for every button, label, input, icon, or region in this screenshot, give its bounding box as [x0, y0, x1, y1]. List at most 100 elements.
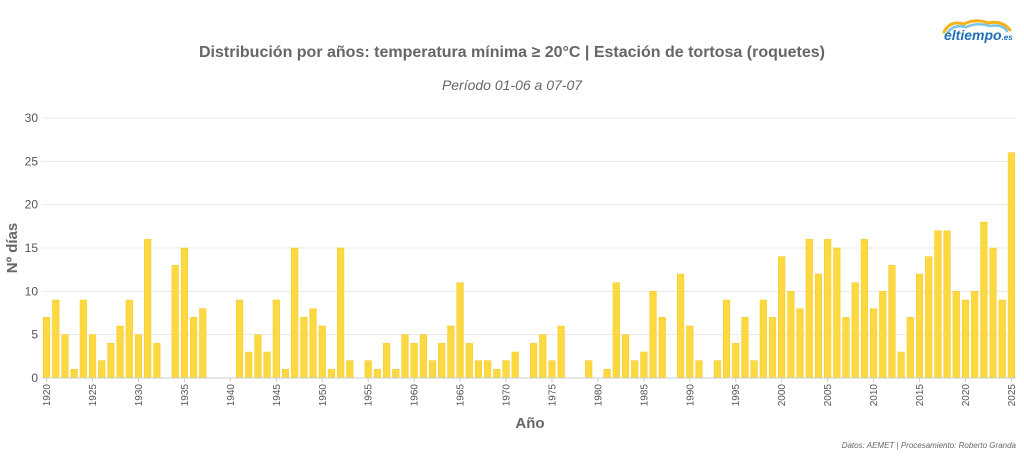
- bar-1998: [759, 299, 767, 379]
- bar-1967: [474, 360, 483, 379]
- bar-1997: [750, 360, 758, 379]
- bar-1946: [281, 369, 290, 379]
- x-tick-label: 2000: [777, 384, 788, 407]
- bar-2002: [796, 308, 804, 379]
- chart-title: Distribución por años: temperatura mínim…: [199, 44, 825, 61]
- bar-2001: [787, 291, 795, 379]
- x-tick-label: 1985: [639, 384, 650, 407]
- bar-1956: [373, 369, 381, 379]
- x-tick-label: 1970: [502, 384, 513, 407]
- bar-1928: [116, 325, 124, 379]
- bar-1999: [768, 317, 777, 379]
- x-tick-label: 1925: [88, 384, 99, 407]
- bar-1952: [337, 247, 345, 379]
- x-tick-label: 1950: [318, 384, 329, 407]
- bar-1924: [79, 299, 87, 379]
- bar-1949: [309, 308, 317, 379]
- bar-2012: [888, 265, 896, 379]
- bar-1920: [43, 317, 51, 379]
- y-tick-label: 20: [25, 198, 39, 212]
- bar-2005: [824, 239, 832, 379]
- bar-1965: [456, 282, 464, 379]
- bar-1921: [52, 299, 60, 379]
- bar-1922: [61, 334, 69, 379]
- bar-1975: [548, 360, 556, 379]
- bar-1950: [318, 325, 326, 379]
- bar-2003: [805, 239, 813, 379]
- bar-1993: [713, 360, 721, 379]
- bar-1947: [291, 247, 299, 379]
- bar-1996: [741, 317, 749, 379]
- bar-1989: [677, 273, 685, 379]
- x-tick-label: 2025: [1007, 384, 1018, 407]
- axes: [42, 377, 1016, 382]
- bar-1942: [245, 351, 253, 379]
- x-tick-label: 1980: [593, 384, 604, 407]
- y-tick-label: 25: [25, 154, 39, 168]
- y-tick-labels: 0 5 10 15 20 25 30: [25, 111, 39, 385]
- bar-1979: [585, 360, 593, 379]
- bar-2011: [879, 291, 887, 379]
- bar-1944: [263, 351, 271, 379]
- cloud-logo-icon: [942, 19, 1012, 34]
- bar-1984: [631, 360, 639, 379]
- bar-1960: [410, 343, 418, 379]
- x-tick-label: 1995: [731, 384, 742, 407]
- bar-2000: [778, 256, 786, 379]
- x-tick-labels: 1920 1925 1930 1935 1940 1945 1950 1955 1960 1965…: [42, 384, 1018, 407]
- bar-1925: [88, 334, 97, 379]
- x-tick-label: 2010: [869, 384, 880, 407]
- x-tick-label: 2015: [915, 384, 926, 407]
- bar-2022: [980, 221, 988, 379]
- site-logo[interactable]: eltiempo.es: [944, 27, 1013, 43]
- bar-1985: [640, 351, 648, 379]
- y-tick-label: 30: [25, 111, 39, 125]
- bar-1951: [327, 369, 336, 379]
- bar-1929: [125, 299, 133, 379]
- chart-subtitle: Período 01-06 a 07-07: [441, 77, 583, 93]
- bar-1968: [484, 360, 492, 379]
- bar-1923: [70, 369, 78, 379]
- x-tick-label: 1940: [226, 384, 237, 407]
- bar-1981: [603, 369, 611, 379]
- bar-2019: [952, 291, 960, 379]
- x-tick-label: 2005: [823, 384, 834, 407]
- bar-2006: [833, 247, 841, 379]
- bar-1958: [392, 369, 400, 379]
- bar-1971: [511, 351, 519, 379]
- bar-1961: [419, 334, 427, 379]
- y-tick-label: 10: [25, 284, 39, 298]
- bar-2013: [897, 351, 905, 379]
- bar-1926: [98, 360, 106, 379]
- bar-1927: [107, 343, 115, 379]
- x-tick-label: 1930: [134, 384, 145, 407]
- x-tick-label: 1945: [272, 384, 283, 407]
- bar-2023: [989, 247, 997, 379]
- bar-1964: [447, 325, 455, 379]
- bar-1990: [686, 325, 694, 379]
- y-axis-title: Nº días: [4, 223, 21, 274]
- bar-1991: [695, 360, 703, 379]
- bar-2025: [1007, 152, 1015, 379]
- bar-2008: [851, 282, 859, 379]
- bar-1935: [180, 247, 188, 379]
- bar-1930: [134, 334, 143, 379]
- bar-1957: [383, 343, 391, 379]
- bar-1970: [502, 360, 510, 379]
- x-axis-title: Año: [515, 415, 544, 432]
- bar-1974: [539, 334, 547, 379]
- bar-1986: [649, 291, 657, 379]
- bar-1983: [621, 334, 630, 379]
- bar-1931: [144, 239, 152, 379]
- y-tick-label: 5: [31, 328, 38, 342]
- bars: [43, 152, 1015, 379]
- bar-1969: [493, 369, 501, 379]
- bar-2015: [915, 273, 924, 379]
- bar-2009: [860, 239, 868, 379]
- bar-1937: [199, 308, 207, 379]
- bar-2020: [961, 299, 970, 379]
- bar-1948: [300, 317, 308, 379]
- bar-1959: [401, 334, 409, 379]
- bar-1932: [153, 343, 161, 379]
